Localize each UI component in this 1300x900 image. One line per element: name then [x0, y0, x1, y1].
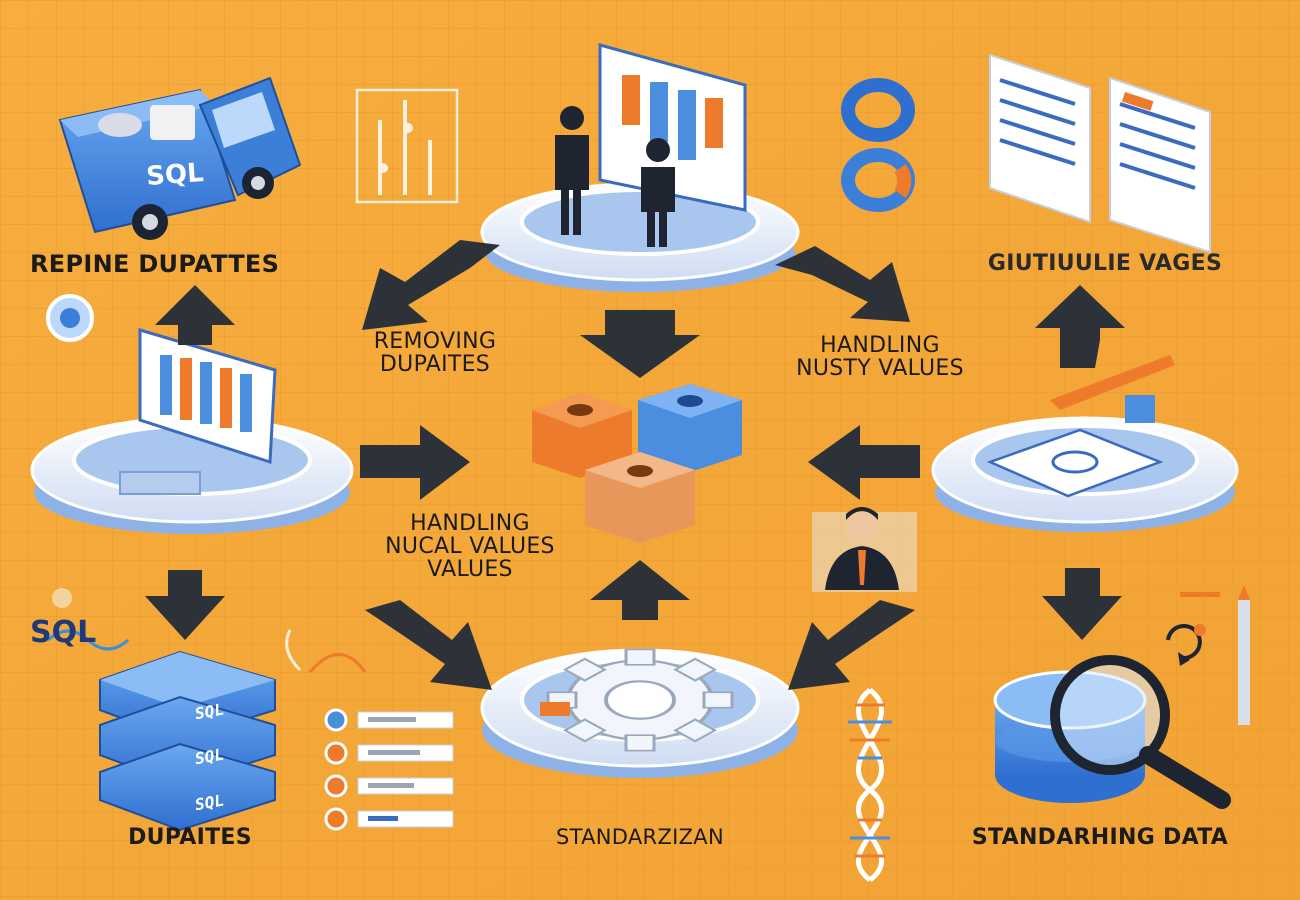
label-removing-line-2: DUPAITES — [379, 352, 491, 378]
label-handling-nucal: HANDLING NUCAL VALUES VALUES — [350, 512, 590, 581]
label-handling-nusty-line-2: NUSTY VALUES — [796, 356, 964, 382]
label-handling-nusty-line-1: HANDLING — [820, 333, 940, 358]
label-removing-dupaites: REMOVING DUPAITES — [330, 330, 540, 376]
label-handling-nucal-line-2: NUCAL VALUES — [385, 534, 555, 560]
label-top-right: GIUTIUULIE VAGES — [987, 251, 1223, 276]
arrow-up-right — [1035, 285, 1125, 368]
list-icon — [285, 629, 454, 831]
arrow-down-top — [580, 310, 700, 378]
refresh-icon — [1166, 624, 1206, 666]
platform-chart-icon — [30, 294, 354, 534]
documents-icon — [989, 53, 1211, 254]
gear-icon — [480, 648, 800, 778]
dna-icon — [848, 688, 892, 882]
arrow-down-right — [1042, 568, 1122, 640]
cubes-icon — [532, 384, 742, 543]
label-standarhing-data: STANDARHING DATA — [971, 825, 1229, 850]
people-icon — [480, 43, 800, 292]
label-handling-nucal-line-1: HANDLING — [410, 511, 530, 536]
label-dupaites: DUPAITES — [128, 825, 252, 850]
person-icon — [812, 507, 917, 592]
label-removing-line-1: REMOVING — [373, 329, 497, 354]
arrow-right-mid — [360, 425, 470, 500]
side-sql-tag: SQL — [30, 615, 97, 650]
arrow-curve-bottom-right — [788, 600, 915, 690]
arrow-up-center — [590, 560, 690, 620]
arrow-curve-top-right — [775, 246, 910, 322]
label-standarzizan: STANDARZIZAN — [555, 825, 724, 849]
label-handling-nusty: HANDLING NUSTY VALUES — [750, 334, 1010, 380]
chart-icon — [355, 88, 459, 204]
arrow-curve-bottom-left — [365, 600, 492, 690]
flow-arrows — [145, 240, 1125, 690]
arrow-left-mid — [808, 425, 920, 500]
rings-icon — [841, 78, 915, 212]
pencil-icon — [1180, 585, 1250, 725]
report-icon — [931, 355, 1239, 532]
arrow-curve-top-left — [362, 240, 500, 330]
magnifier-icon — [993, 655, 1231, 809]
truck-icon — [58, 76, 302, 240]
label-repine-dupattes: REPINE DUPATTES — [30, 250, 280, 278]
arrow-down-left — [145, 570, 225, 640]
label-handling-nucal-line-3: VALUES — [427, 557, 513, 583]
database-stack-icon — [46, 588, 276, 832]
arrow-up-left — [155, 285, 235, 345]
